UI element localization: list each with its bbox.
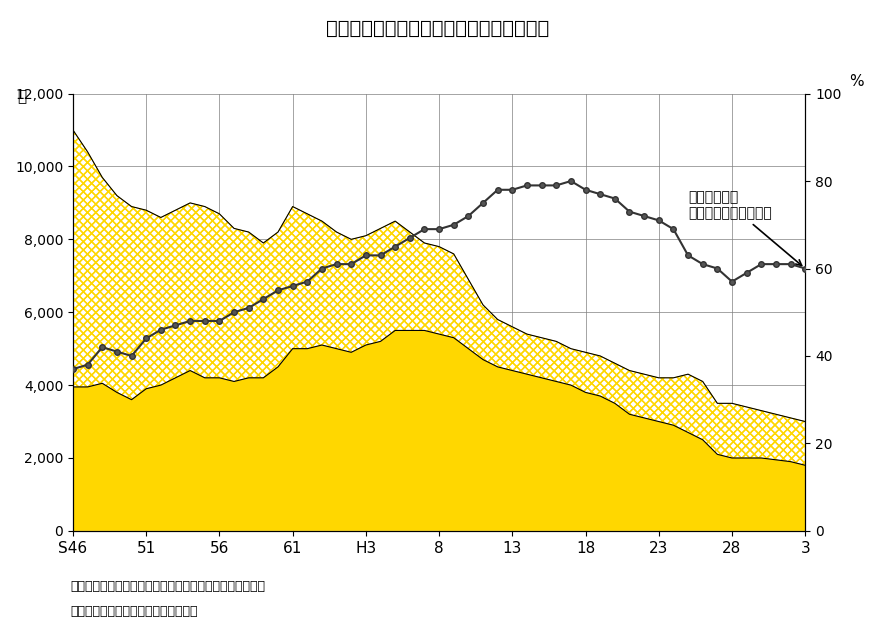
Y-axis label: %: % xyxy=(849,74,864,89)
Y-axis label: 人: 人 xyxy=(18,89,26,104)
Text: 注　　：就職者には、過年度高等学校卒業者を含まない。: 注 ：就職者には、過年度高等学校卒業者を含まない。 xyxy=(70,579,265,593)
Text: 資料　：文部科学省「学校基本調査」: 資料 ：文部科学省「学校基本調査」 xyxy=(70,605,198,618)
Text: 就職者（高等学校卒業者）の県内外別推移: 就職者（高等学校卒業者）の県内外別推移 xyxy=(326,19,550,38)
Text: 就職者のうち
県内への就職者の割合: 就職者のうち 県内への就職者の割合 xyxy=(688,190,802,266)
